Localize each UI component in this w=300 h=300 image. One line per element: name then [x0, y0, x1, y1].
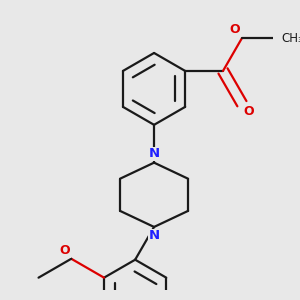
Text: CH₃: CH₃	[281, 32, 300, 45]
Text: O: O	[230, 23, 241, 36]
Text: N: N	[148, 229, 160, 242]
Text: N: N	[148, 147, 160, 160]
Text: O: O	[243, 105, 254, 118]
Text: O: O	[59, 244, 70, 257]
